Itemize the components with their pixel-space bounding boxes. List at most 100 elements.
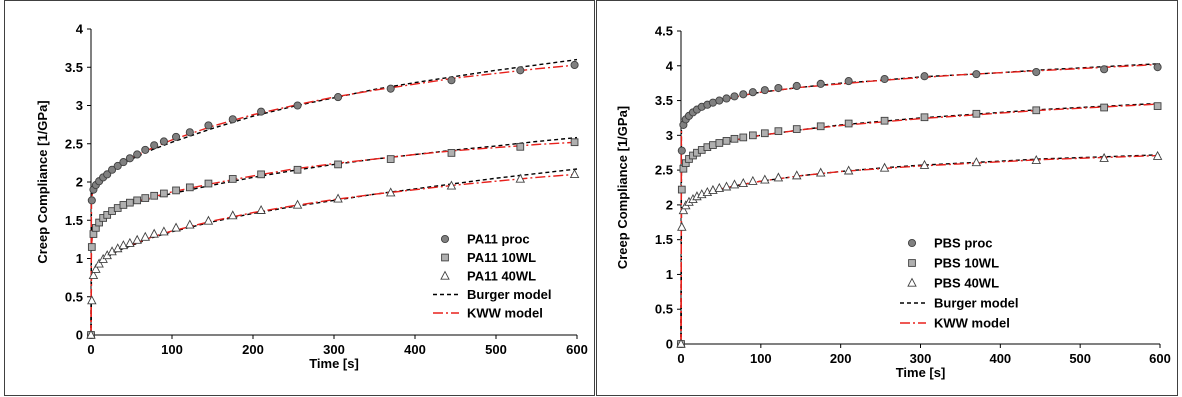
data-point — [292, 199, 303, 209]
data-point — [816, 79, 825, 88]
data-point — [715, 139, 724, 147]
chart-panel-pbs: 0 0.5 1 1.5 2 2.5 3 3.5 4 4.5 0 100 200 300 400 500 600 T… — [596, 0, 1178, 396]
series-3-points — [676, 150, 1163, 348]
data-point — [88, 269, 99, 279]
data-point — [103, 170, 112, 179]
data-point — [140, 231, 151, 241]
data-point — [87, 196, 96, 205]
data-point — [159, 226, 169, 236]
y-tick-label: 3.5 — [655, 93, 673, 108]
data-point — [748, 175, 758, 185]
data-point — [1032, 67, 1041, 77]
data-point — [516, 66, 525, 75]
data-point — [569, 168, 580, 179]
data-point — [149, 228, 159, 238]
data-point — [748, 88, 757, 97]
legend-label: PBS 10WL — [934, 256, 999, 271]
data-point — [125, 154, 134, 163]
burger-model-line — [680, 63, 1161, 345]
chart-svg-pa11: 0 0.5 1 1.5 2 2.5 3 3.5 4 0 100 200 300 400 500 600 Time… — [35, 22, 588, 372]
data-point — [843, 165, 854, 175]
data-point — [293, 165, 302, 174]
chart-svg-pbs: 0 0.5 1 1.5 2 2.5 3 3.5 4 4.5 0 100 200 300 400 500 600 T… — [615, 24, 1171, 381]
x-tick-label: 0 — [677, 351, 684, 366]
data-point — [748, 131, 757, 140]
legend-marker — [440, 234, 450, 244]
data-point — [1152, 150, 1163, 160]
data-point — [714, 182, 725, 192]
legend-label: PA11 10WL — [467, 250, 536, 265]
legend-marker — [440, 270, 450, 280]
data-point — [739, 133, 748, 142]
data-point — [1031, 155, 1042, 165]
data-point — [570, 60, 579, 70]
x-tick-label: 100 — [161, 342, 183, 357]
data-point — [677, 185, 686, 194]
data-point — [257, 170, 265, 179]
data-point — [722, 94, 731, 103]
legend-marker — [907, 277, 917, 287]
data-point — [133, 150, 142, 159]
legend-label: KWW model — [934, 316, 1010, 331]
data-point — [715, 96, 724, 105]
data-point — [132, 234, 142, 244]
data-point — [678, 205, 689, 215]
legend-marker — [907, 238, 917, 248]
data-point — [844, 119, 853, 128]
series-2-points — [677, 102, 1162, 348]
y-tick-label: 2 — [666, 197, 673, 212]
x-tick-label: 200 — [242, 342, 264, 357]
y-tick-label: 1 — [76, 251, 83, 266]
data-point — [228, 115, 237, 124]
x-tick-label: 600 — [1149, 351, 1171, 366]
data-point — [228, 175, 237, 183]
data-point — [91, 263, 101, 273]
y-axis-label: Creep Compliance [1/GPa] — [35, 100, 50, 263]
y-tick-label: 4 — [76, 22, 84, 37]
y-tick-label: 0 — [666, 337, 673, 352]
data-point — [113, 161, 122, 170]
data-point — [333, 93, 343, 102]
data-point — [709, 141, 717, 149]
legend-label: Burger model — [934, 296, 1019, 311]
data-point — [171, 132, 181, 141]
data-point — [333, 193, 343, 203]
data-point — [972, 109, 981, 118]
data-point — [86, 329, 96, 339]
data-point — [386, 84, 395, 93]
legend-label: PBS 40WL — [934, 276, 999, 291]
data-point — [447, 149, 456, 157]
x-tick-label: 500 — [1069, 351, 1091, 366]
data-point — [844, 77, 853, 86]
legend: PBS proc PBS 10WL PBS 40WL Burger model KWW … — [900, 236, 1019, 331]
data-point — [972, 70, 981, 79]
x-tick-label: 600 — [566, 342, 588, 357]
data-point — [141, 145, 150, 154]
data-point — [774, 127, 783, 136]
data-point — [1100, 65, 1109, 74]
kww-model-line — [680, 63, 1161, 345]
y-tick-label: 0.5 — [65, 289, 83, 304]
data-point — [677, 146, 686, 155]
data-point — [730, 92, 739, 101]
data-point — [171, 222, 181, 232]
data-point — [385, 187, 396, 197]
data-point — [87, 295, 97, 305]
data-point — [125, 237, 135, 247]
kww-model-line — [680, 103, 1161, 345]
data-point — [446, 180, 457, 190]
data-point — [95, 218, 103, 227]
data-point — [141, 194, 150, 202]
y-tick-label: 4.5 — [655, 24, 673, 39]
data-point — [920, 113, 929, 122]
data-point — [150, 191, 159, 200]
data-point — [1100, 103, 1108, 112]
y-tick-label: 4 — [666, 58, 674, 73]
data-point — [971, 157, 982, 167]
burger-model-line — [90, 168, 578, 336]
x-axis-label: Time [s] — [309, 356, 359, 371]
data-point — [760, 86, 769, 95]
y-tick-label: 2.5 — [65, 136, 83, 151]
data-point — [919, 159, 930, 169]
